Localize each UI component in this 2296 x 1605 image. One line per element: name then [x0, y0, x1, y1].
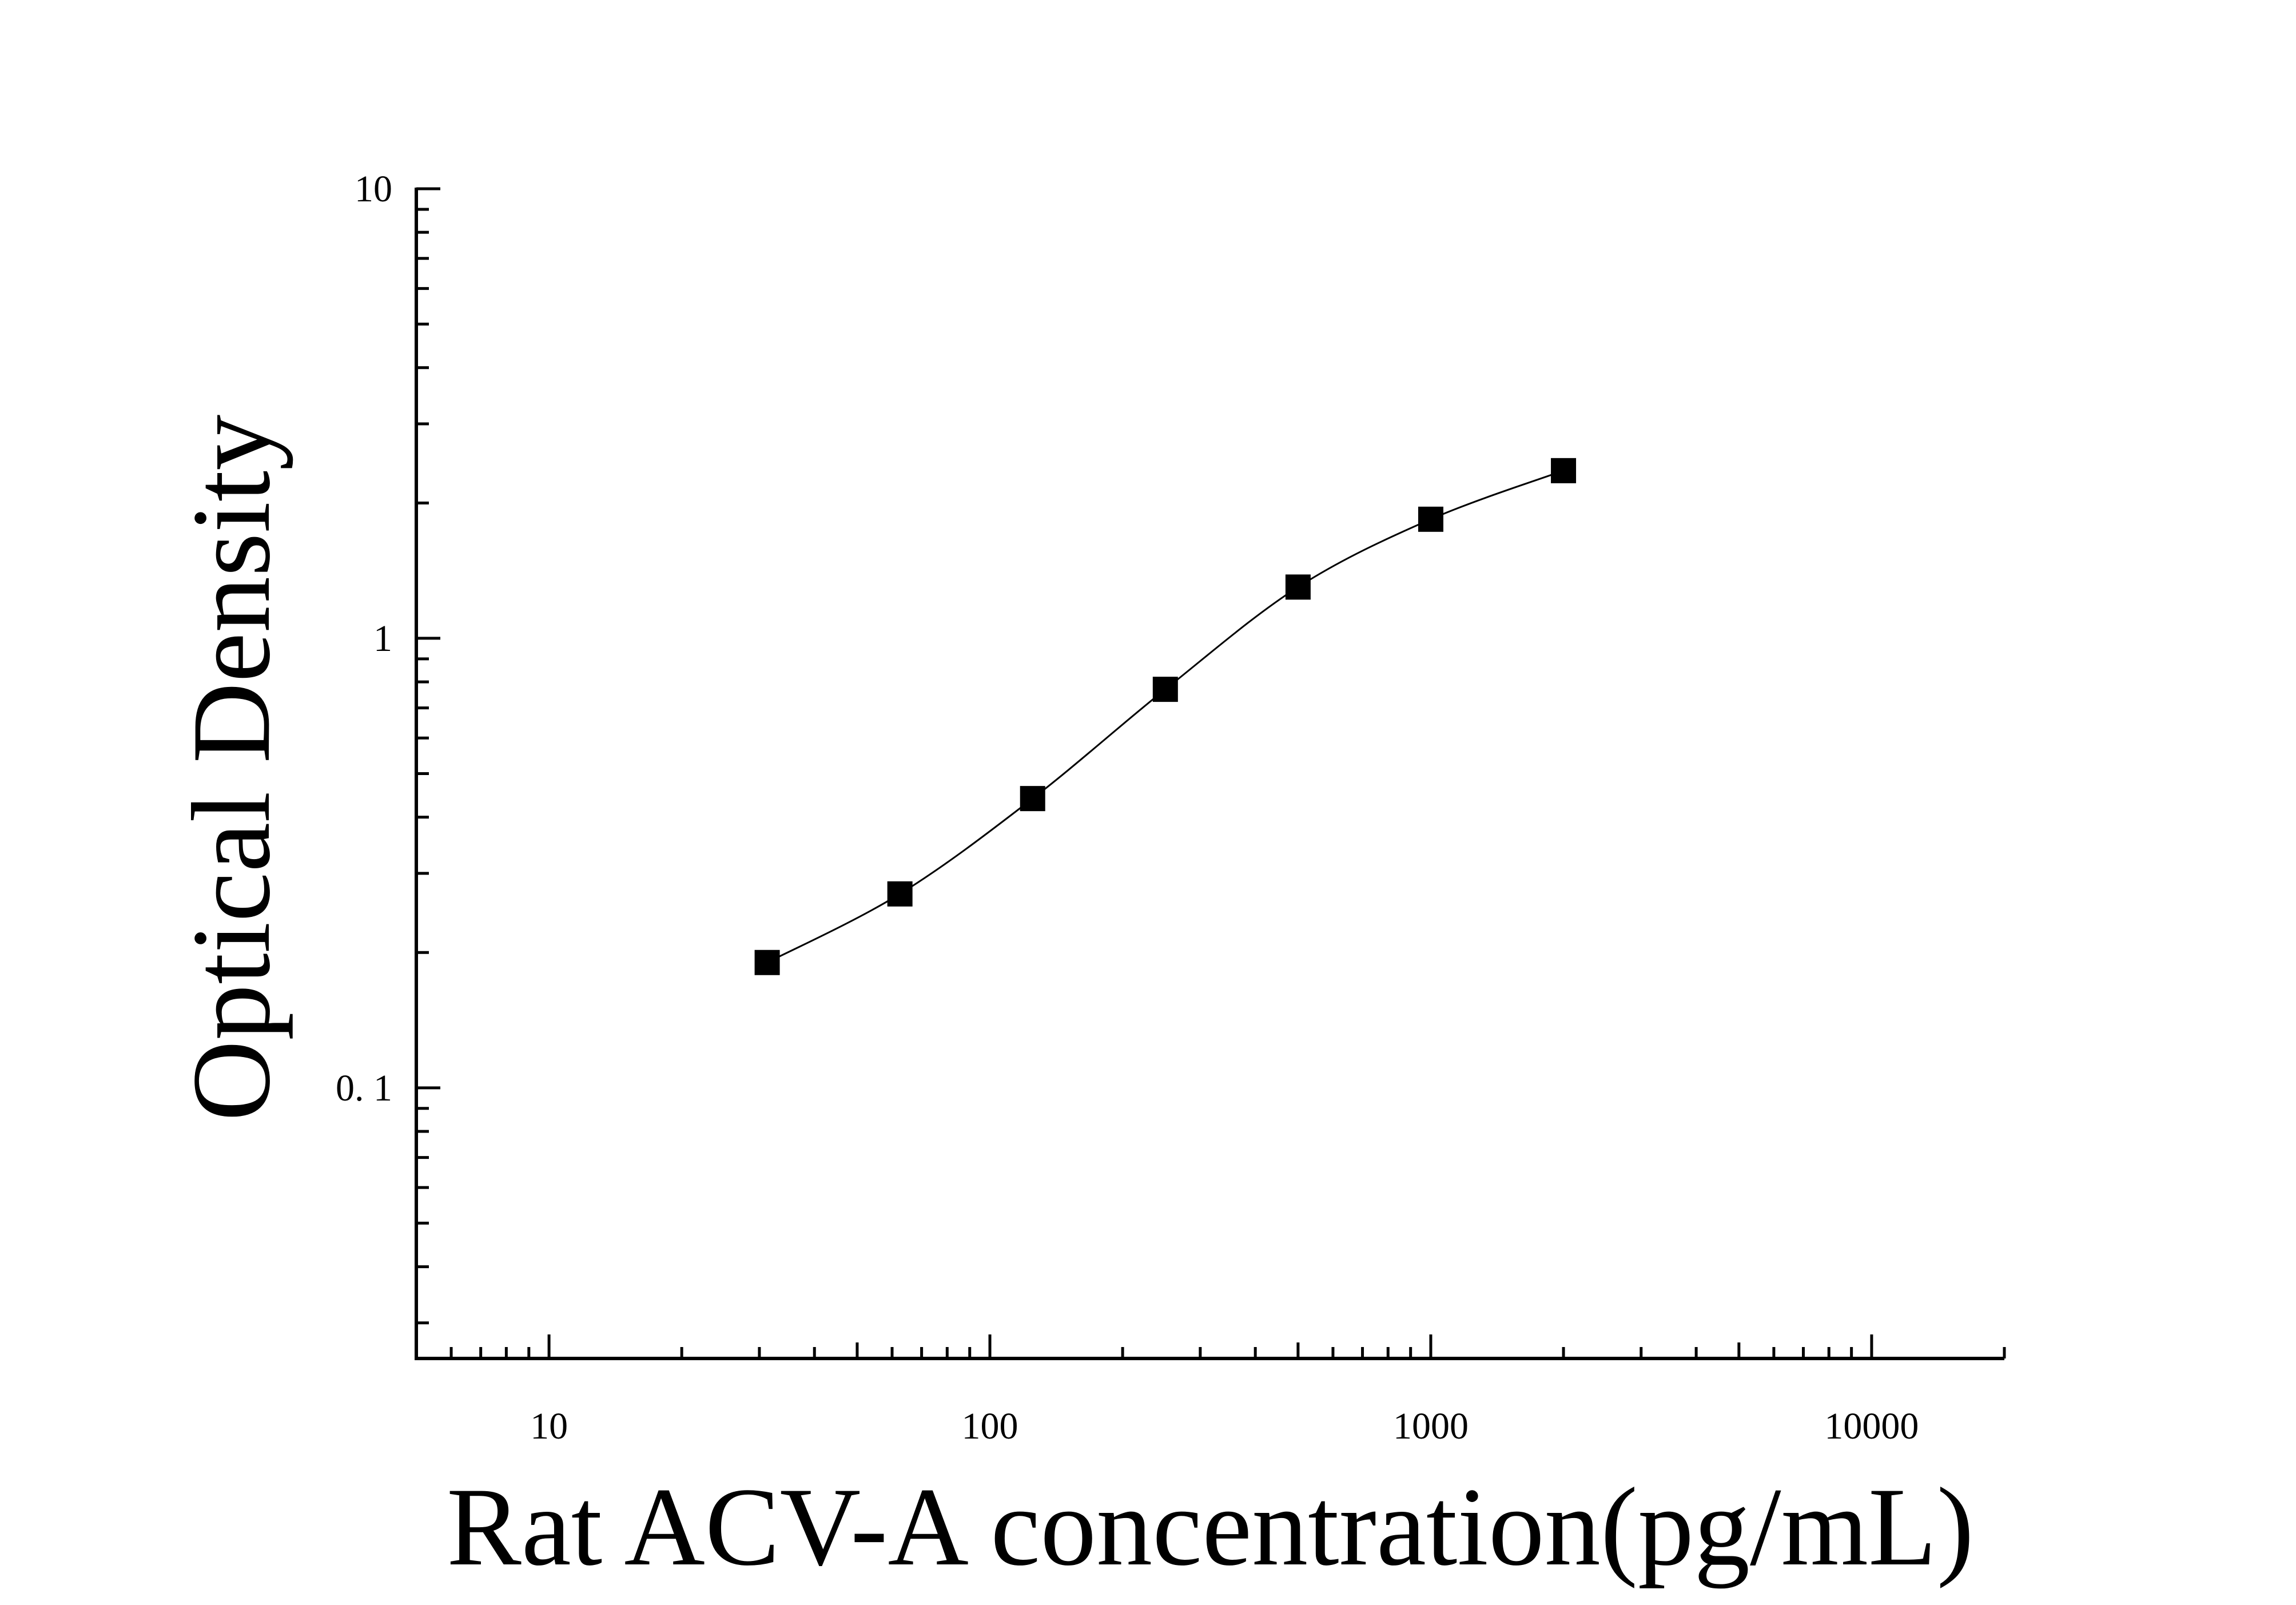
data-point: [754, 950, 780, 975]
data-point: [1020, 786, 1045, 812]
x-tick-label: 1000: [1393, 1405, 1469, 1447]
x-tick-label: 10: [530, 1405, 568, 1447]
tick-labels: 10 100 1000 10000 0. 1 1 10: [336, 168, 1919, 1447]
y-tick-label: 1: [373, 618, 392, 660]
y-tick-label: 0. 1: [336, 1067, 392, 1109]
y-tick-label: 10: [355, 168, 392, 210]
x-tick-label: 10000: [1824, 1405, 1919, 1447]
data-point: [1551, 458, 1577, 483]
data-point: [1418, 506, 1443, 532]
y-axis-title: Optical Density: [169, 415, 293, 1122]
x-tick-label: 100: [962, 1405, 1018, 1447]
data-point: [887, 881, 913, 907]
data-point: [1152, 677, 1178, 702]
data-points: [754, 458, 1577, 975]
data-point: [1285, 574, 1311, 600]
axes: [415, 187, 2006, 1360]
x-axis-title: Rat ACV-A concentration(pg/mL): [447, 1465, 1974, 1589]
fit-curve: [766, 470, 1564, 964]
fit-curve-layer: [766, 470, 1564, 964]
